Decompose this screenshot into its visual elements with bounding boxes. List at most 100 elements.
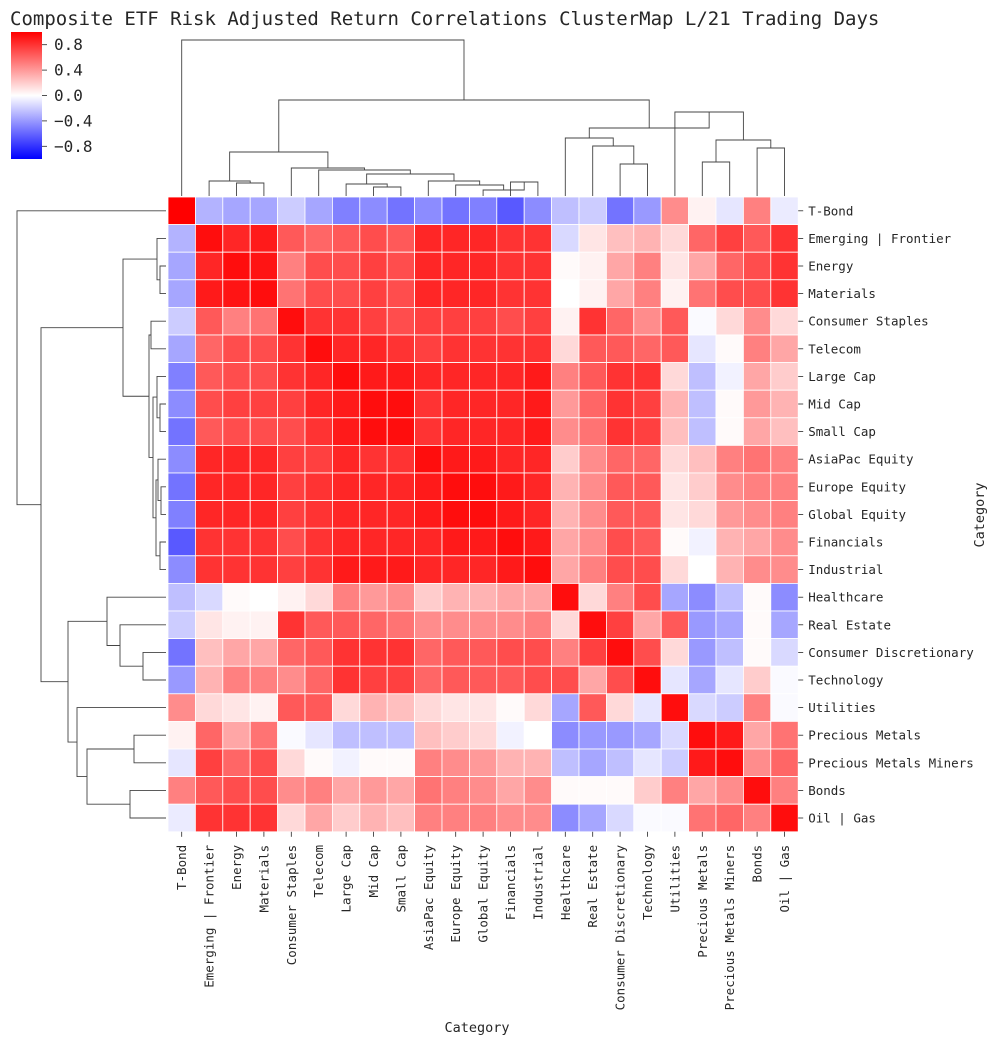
heatmap-cell (715, 638, 744, 667)
heatmap-cell (468, 721, 498, 750)
heatmap-cell (468, 583, 498, 612)
dendrogram-link (756, 147, 785, 196)
column-label-telecom: Telecom (311, 845, 326, 898)
heatmap-cell (304, 748, 333, 778)
heatmap-cell (551, 251, 580, 281)
heatmap-cell (523, 555, 553, 584)
heatmap-cell (715, 279, 744, 308)
heatmap-cell (277, 306, 306, 336)
heatmap-cell (660, 306, 690, 336)
heatmap-cell (386, 555, 416, 584)
heatmap-cell (715, 417, 744, 446)
heatmap-cell (523, 665, 553, 695)
dendrogram-link (40, 327, 123, 683)
heatmap-cell (688, 279, 717, 308)
heatmap-cell (167, 693, 196, 722)
dendrogram-link (564, 137, 614, 196)
heatmap-cell (222, 417, 251, 446)
heatmap-cell (551, 693, 580, 722)
heatmap-cell (359, 776, 388, 805)
heatmap-cell (359, 306, 388, 336)
heatmap-cell (606, 776, 635, 805)
heatmap-cell (770, 583, 799, 612)
heatmap-cell (331, 555, 361, 584)
heatmap-cell (523, 444, 553, 474)
heatmap-cell (249, 444, 278, 474)
heatmap-cell (633, 444, 662, 474)
heatmap-cell (523, 279, 553, 308)
heatmap-cell (414, 583, 443, 612)
heatmap-cell (441, 306, 470, 336)
heatmap-cell (194, 334, 224, 364)
heatmap-cell (715, 721, 744, 750)
heatmap-cell (496, 665, 525, 695)
heatmap-cell (743, 665, 772, 695)
heatmap-cell (441, 389, 470, 419)
heatmap-cell (304, 444, 333, 474)
heatmap-cell (770, 224, 799, 253)
heatmap-cell (222, 251, 251, 281)
heatmap-cell (167, 776, 196, 805)
dendrogram-link (159, 403, 166, 433)
heatmap-cell (359, 555, 388, 584)
heatmap-cell (770, 306, 799, 336)
heatmap-grid (167, 196, 799, 833)
heatmap-cell (386, 610, 416, 640)
heatmap-cell (194, 251, 224, 281)
heatmap-cell (222, 638, 251, 667)
heatmap-cell (715, 527, 744, 557)
heatmap-cell (633, 776, 662, 805)
heatmap-cell (468, 251, 498, 281)
heatmap-cell (441, 224, 470, 253)
dendrogram-link (150, 320, 166, 350)
heatmap-cell (441, 362, 470, 391)
row-label-mid-cap: Mid Cap (808, 397, 861, 412)
dendrogram-link (455, 184, 505, 196)
heatmap-cell (578, 803, 607, 833)
heatmap-cell (222, 748, 251, 778)
heatmap-cell (660, 279, 690, 308)
heatmap-cell (770, 362, 799, 391)
heatmap-cell (688, 776, 717, 805)
heatmap-cell (468, 803, 498, 833)
heatmap-cell (496, 472, 525, 502)
heatmap-cell (606, 389, 635, 419)
heatmap-cell (167, 638, 196, 667)
heatmap-cell (743, 224, 772, 253)
heatmap-cell (167, 721, 196, 750)
heatmap-cell (715, 693, 744, 722)
heatmap-cell (715, 776, 744, 805)
heatmap-cell (222, 555, 251, 584)
row-label-small-cap: Small Cap (808, 424, 876, 439)
heatmap-cell (578, 610, 607, 640)
heatmap-cell (331, 334, 361, 364)
dendrogram-link (592, 145, 635, 196)
heatmap-cell (743, 748, 772, 778)
heatmap-cell (331, 389, 361, 419)
heatmap-cell (277, 362, 306, 391)
heatmap-cell (743, 444, 772, 474)
heatmap-cell (249, 306, 278, 336)
heatmap-cell (386, 251, 416, 281)
heatmap-cell (222, 196, 251, 226)
heatmap-cell (660, 362, 690, 391)
heatmap-cell (249, 251, 278, 281)
heatmap-cell (523, 610, 553, 640)
heatmap-cell (386, 776, 416, 805)
heatmap-cell (551, 334, 580, 364)
dendrogram-link (229, 151, 329, 181)
heatmap-cell (468, 776, 498, 805)
dendrogram-link (67, 620, 107, 743)
heatmap-cell (578, 389, 607, 419)
heatmap-cell (468, 362, 498, 391)
heatmap-cell (688, 748, 717, 778)
heatmap-cell (770, 527, 799, 557)
heatmap-cell (414, 472, 443, 502)
dendrogram-link (142, 651, 166, 681)
heatmap-cell (277, 500, 306, 529)
heatmap-cell (523, 776, 553, 805)
heatmap-cell (551, 748, 580, 778)
heatmap-cell (468, 610, 498, 640)
heatmap-cell (167, 748, 196, 778)
heatmap-cell (468, 196, 498, 226)
